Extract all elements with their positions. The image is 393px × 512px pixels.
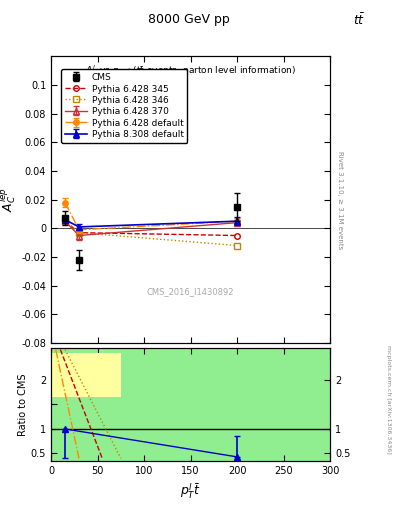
- Legend: CMS, Pythia 6.428 345, Pythia 6.428 346, Pythia 6.428 370, Pythia 6.428 default,: CMS, Pythia 6.428 345, Pythia 6.428 346,…: [61, 70, 187, 143]
- Text: mcplots.cern.ch [arXiv:1306.3436]: mcplots.cern.ch [arXiv:1306.3436]: [386, 345, 391, 454]
- Text: CMS_2016_I1430892: CMS_2016_I1430892: [147, 287, 234, 296]
- Bar: [51, 353, 121, 397]
- Y-axis label: Ratio to CMS: Ratio to CMS: [18, 373, 28, 436]
- Y-axis label: $A_C^{lep}$: $A_C^{lep}$: [0, 187, 18, 212]
- Text: $t\bar{t}$: $t\bar{t}$: [353, 13, 365, 28]
- Y-axis label: Rivet 3.1.10, ≥ 3.1M events: Rivet 3.1.10, ≥ 3.1M events: [337, 151, 343, 249]
- Text: $A_C^l$ vs $p_{T,t\bar{t}}$ (tt̄ events, parton level information): $A_C^l$ vs $p_{T,t\bar{t}}$ (tt̄ events,…: [85, 63, 296, 78]
- Text: 8000 GeV pp: 8000 GeV pp: [148, 13, 230, 26]
- X-axis label: $p_T^l\bar{t}$: $p_T^l\bar{t}$: [180, 481, 201, 501]
